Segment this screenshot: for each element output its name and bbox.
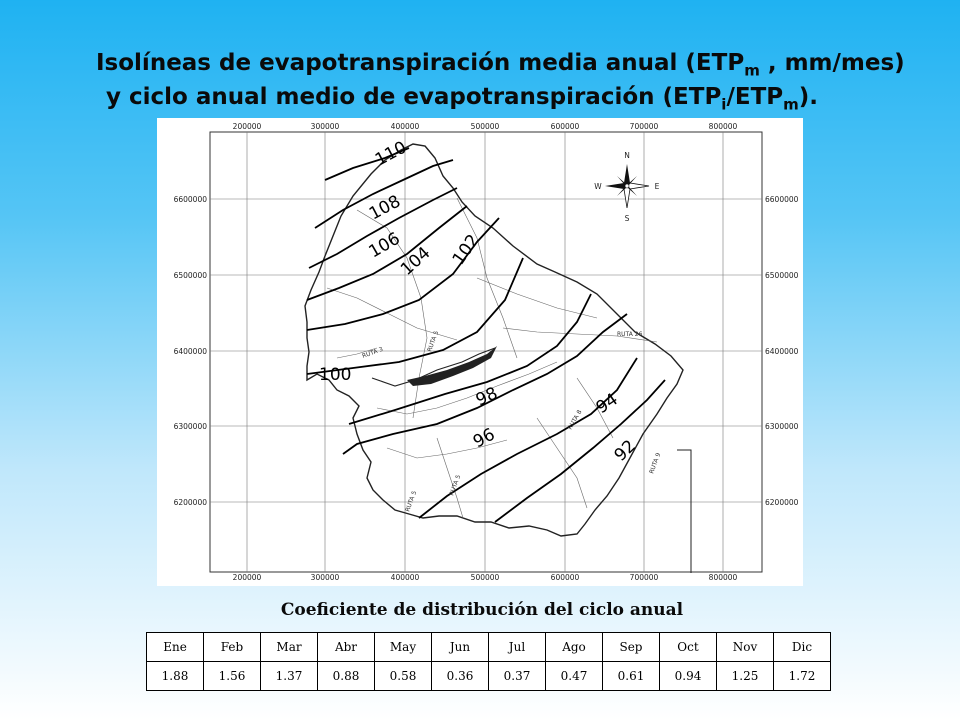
month-cell: Jul <box>488 632 546 662</box>
map-frame <box>209 131 763 573</box>
svg-text:200000: 200000 <box>233 573 262 582</box>
svg-text:6200000: 6200000 <box>174 498 208 507</box>
month-cell: Sep <box>602 632 660 662</box>
month-cell: Mar <box>260 632 318 662</box>
inset-box <box>677 449 692 573</box>
svg-text:110: 110 <box>372 138 410 171</box>
river-negro <box>371 347 496 387</box>
value-cell: 1.56 <box>203 661 261 691</box>
svg-text:6200000: 6200000 <box>765 498 799 507</box>
month-cell: Ago <box>545 632 603 662</box>
svg-text:200000: 200000 <box>233 122 262 131</box>
svg-text:500000: 500000 <box>471 573 500 582</box>
svg-text:400000: 400000 <box>391 573 420 582</box>
svg-text:108: 108 <box>366 192 404 225</box>
title-line-2: y ciclo anual medio de evapotranspiració… <box>106 84 819 114</box>
compass-labels: N S E W <box>594 151 659 223</box>
month-cell: Dic <box>773 632 831 662</box>
value-cell: 0.94 <box>659 661 717 691</box>
value-cell: 0.36 <box>431 661 489 691</box>
value-cell: 0.58 <box>374 661 432 691</box>
evapotranspiration-map: 200000 300000 400000 500000 600000 70000… <box>157 118 803 586</box>
value-cell: 1.37 <box>260 661 318 691</box>
svg-text:800000: 800000 <box>709 573 738 582</box>
svg-text:6300000: 6300000 <box>765 422 799 431</box>
month-cell: Abr <box>317 632 375 662</box>
svg-text:S: S <box>625 214 630 223</box>
svg-text:RUTA 26: RUTA 26 <box>617 331 643 338</box>
svg-text:500000: 500000 <box>471 122 500 131</box>
svg-text:6300000: 6300000 <box>174 422 208 431</box>
x-tick-labels-top: 200000 300000 400000 500000 600000 70000… <box>233 122 738 131</box>
table-row-months: Ene Feb Mar Abr May Jun Jul Ago Sep Oct … <box>146 632 831 662</box>
svg-text:600000: 600000 <box>551 573 580 582</box>
isolines <box>306 147 666 523</box>
value-cell: 0.88 <box>317 661 375 691</box>
svg-text:102: 102 <box>449 231 484 269</box>
value-cell: 1.25 <box>716 661 774 691</box>
svg-text:E: E <box>655 182 660 191</box>
svg-text:6600000: 6600000 <box>765 195 799 204</box>
x-tick-labels-bottom: 200000 300000 400000 500000 600000 70000… <box>233 573 738 582</box>
svg-text:104: 104 <box>397 243 434 280</box>
coefficient-table: Ene Feb Mar Abr May Jun Jul Ago Sep Oct … <box>146 632 831 691</box>
svg-text:RUTA 9: RUTA 9 <box>648 452 662 475</box>
table-row-values: 1.88 1.56 1.37 0.88 0.58 0.36 0.37 0.47 … <box>146 661 831 691</box>
table-caption: Coeficiente de distribución del ciclo an… <box>280 600 684 620</box>
svg-text:400000: 400000 <box>391 122 420 131</box>
svg-text:100: 100 <box>319 365 351 385</box>
svg-text:RUTA 5: RUTA 5 <box>448 474 462 497</box>
svg-text:96: 96 <box>470 425 498 453</box>
svg-text:6400000: 6400000 <box>174 347 208 356</box>
svg-text:700000: 700000 <box>630 122 659 131</box>
value-cell: 0.47 <box>545 661 603 691</box>
svg-text:98: 98 <box>473 383 501 410</box>
month-cell: Oct <box>659 632 717 662</box>
svg-text:300000: 300000 <box>311 122 340 131</box>
month-cell: Jun <box>431 632 489 662</box>
country-outline <box>304 143 684 537</box>
svg-text:W: W <box>594 182 602 191</box>
y-tick-labels-left: 6600000 6500000 6400000 6300000 6200000 <box>174 195 208 507</box>
month-cell: Nov <box>716 632 774 662</box>
svg-text:RUTA 3: RUTA 3 <box>361 346 384 360</box>
value-cell: 0.61 <box>602 661 660 691</box>
month-cell: Ene <box>146 632 204 662</box>
route-labels: RUTA 3 RUTA 5 RUTA 26 RUTA 8 RUTA 5 RUTA… <box>361 330 662 513</box>
svg-text:6400000: 6400000 <box>765 347 799 356</box>
month-cell: Feb <box>203 632 261 662</box>
svg-text:800000: 800000 <box>709 122 738 131</box>
month-cell: May <box>374 632 432 662</box>
value-cell: 0.37 <box>488 661 546 691</box>
map-grid <box>210 132 762 572</box>
svg-text:300000: 300000 <box>311 573 340 582</box>
title-line-1: Isolíneas de evapotranspiración media an… <box>96 50 905 80</box>
svg-text:600000: 600000 <box>551 122 580 131</box>
svg-text:6500000: 6500000 <box>765 271 799 280</box>
svg-text:6600000: 6600000 <box>174 195 208 204</box>
svg-text:N: N <box>624 151 630 160</box>
svg-text:94: 94 <box>593 389 622 418</box>
svg-text:700000: 700000 <box>630 573 659 582</box>
value-cell: 1.88 <box>146 661 204 691</box>
svg-text:RUTA 5: RUTA 5 <box>426 330 440 353</box>
rincon-del-bonete-lake <box>407 346 497 386</box>
svg-text:92: 92 <box>611 436 640 465</box>
value-cell: 1.72 <box>773 661 831 691</box>
y-tick-labels-right: 6600000 6500000 6400000 6300000 6200000 <box>765 195 799 507</box>
svg-text:6500000: 6500000 <box>174 271 208 280</box>
compass-rose-icon <box>605 164 650 209</box>
isoline-labels: 110 108 106 104 102 100 98 96 94 92 <box>319 138 640 466</box>
map-canvas: 200000 300000 400000 500000 600000 70000… <box>174 122 799 582</box>
svg-text:RUTA 5: RUTA 5 <box>404 490 418 513</box>
